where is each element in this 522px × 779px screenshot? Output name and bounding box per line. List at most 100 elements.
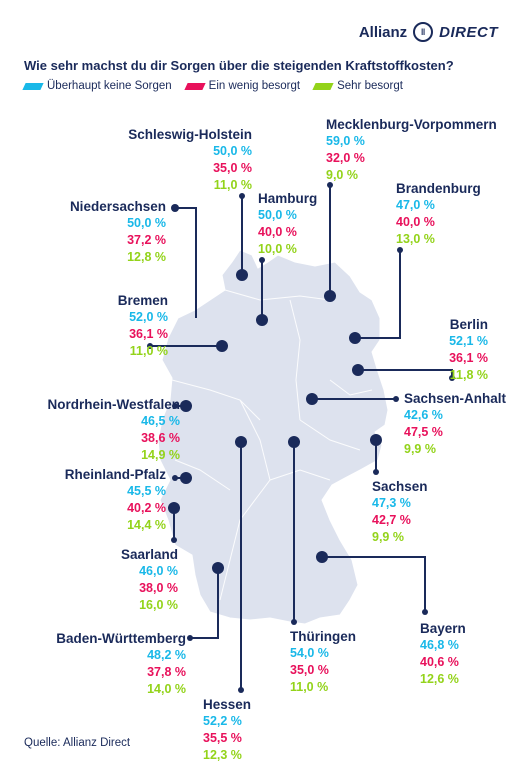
value-no-worries: 50,0 % [258,208,297,222]
state-hamburg: Hamburg 50,0 % 40,0 % 10,0 % [258,190,317,258]
value-very-worried: 14,4 % [127,518,166,532]
value-very-worried: 9,9 % [404,442,436,456]
marker-bayern [316,551,328,563]
legend-label: Sehr besorgt [337,80,403,92]
value-slightly-worried: 36,1 % [449,351,488,365]
legend-item: Ein wenig besorgt [184,80,301,92]
state-name: Hessen [203,697,252,712]
value-very-worried: 11,0 % [129,344,168,358]
marker-sachsen [370,434,382,446]
connector-brandenburg [355,250,401,339]
source-note: Quelle: Allianz Direct [24,737,131,749]
marker-saarland [168,502,180,514]
value-very-worried: 11,8 % [449,368,488,382]
value-no-worries: 45,5 % [127,484,166,498]
value-very-worried: 12,6 % [420,672,459,686]
value-no-worries: 42,6 % [404,408,443,422]
value-no-worries: 47,0 % [396,198,435,212]
state-name: Bayern [420,621,466,636]
value-very-worried: 9,9 % [372,530,404,544]
value-very-worried: 16,0 % [139,598,178,612]
state-name: Thüringen [290,629,356,644]
value-no-worries: 50,0 % [213,144,252,158]
state-name: Baden-Württemberg [56,631,186,646]
legend: Überhaupt keine Sorgen Ein wenig besorgt… [22,80,403,92]
value-no-worries: 54,0 % [290,646,329,660]
state-name: Schleswig-Holstein [128,127,252,142]
state-sachsen-anhalt: Sachsen-Anhalt 42,6 % 47,5 % 9,9 % [404,390,506,458]
value-very-worried: 14,0 % [147,682,186,696]
state-baden-wuerttemberg: Baden-Württemberg 48,2 % 37,8 % 14,0 % [56,630,186,698]
legend-label: Ein wenig besorgt [208,80,301,92]
state-berlin: Berlin 52,1 % 36,1 % 11,8 % [449,316,488,384]
connector-baden-wuerttemberg [190,568,219,639]
value-no-worries: 50,0 % [127,216,166,230]
state-sachsen: Sachsen 47,3 % 42,7 % 9,9 % [372,478,428,546]
marker-mecklenburg-vorpommern [324,290,336,302]
value-very-worried: 14,9 % [141,448,180,462]
marker-thueringen [288,436,300,448]
state-mecklenburg-vorpommern: Mecklenburg-Vorpommern 59,0 % 32,0 % 9,0… [326,116,497,184]
value-very-worried: 12,3 % [203,748,242,762]
value-slightly-worried: 38,0 % [139,581,178,595]
state-hessen: Hessen 52,2 % 35,5 % 12,3 % [203,696,251,764]
legend-swatch [184,82,206,90]
value-very-worried: 13,0 % [396,232,435,246]
marker-bremen [216,340,228,352]
value-slightly-worried: 35,5 % [203,731,242,745]
value-slightly-worried: 40,2 % [127,501,166,515]
state-name: Sachsen-Anhalt [404,391,507,406]
legend-swatch [22,82,44,90]
state-name: Hamburg [258,191,318,206]
state-brandenburg: Brandenburg 47,0 % 40,0 % 13,0 % [396,180,481,248]
state-name: Sachsen [372,479,428,494]
legend-label: Überhaupt keine Sorgen [47,80,172,92]
state-nordrhein-westfalen: Nordrhein-Westfalen 46,5 % 38,6 % 14,9 % [47,396,180,464]
marker-sachsen-anhalt [306,393,318,405]
legend-item: Überhaupt keine Sorgen [22,80,172,92]
chart-title: Wie sehr machst du dir Sorgen über die s… [24,58,454,73]
value-very-worried: 10,0 % [258,242,297,256]
state-name: Niedersachsen [69,199,166,214]
state-bremen: Bremen 52,0 % 36,1 % 11,0 % [118,292,168,360]
state-rheinland-pfalz: Rheinland-Pfalz 45,5 % 40,2 % 14,4 % [65,466,166,534]
value-slightly-worried: 47,5 % [404,425,443,439]
value-slightly-worried: 40,0 % [396,215,435,229]
state-name: Rheinland-Pfalz [64,467,166,482]
value-slightly-worried: 35,0 % [213,161,252,175]
state-saarland: Saarland 46,0 % 38,0 % 16,0 % [121,546,178,614]
value-slightly-worried: 37,2 % [127,233,166,247]
value-slightly-worried: 40,0 % [258,225,297,239]
brand-product: DIRECT [439,23,498,41]
brand-logo: Allianz ‖ DIRECT [359,22,498,42]
state-name: Saarland [120,547,178,562]
marker-brandenburg [349,332,361,344]
value-very-worried: 9,0 % [326,168,358,182]
value-slightly-worried: 42,7 % [372,513,411,527]
marker-hamburg [256,314,268,326]
state-name: Bremen [117,293,168,308]
value-slightly-worried: 35,0 % [290,663,329,677]
allianz-eagle-icon: ‖ [413,22,434,42]
state-bayern: Bayern 46,8 % 40,6 % 12,6 % [420,620,466,688]
value-no-worries: 46,5 % [141,414,180,428]
state-schleswig-holstein: Schleswig-Holstein 50,0 % 35,0 % 11,0 % [128,126,252,194]
value-very-worried: 11,0 % [290,680,329,694]
marker-hessen [235,436,247,448]
value-slightly-worried: 38,6 % [141,431,180,445]
value-no-worries: 46,8 % [420,638,459,652]
state-name: Brandenburg [396,181,481,196]
legend-item: Sehr besorgt [312,80,403,92]
state-name: Nordrhein-Westfalen [47,397,180,412]
state-name: Mecklenburg-Vorpommern [326,117,497,132]
value-no-worries: 59,0 % [326,134,365,148]
connector-bayern [322,556,426,612]
value-no-worries: 46,0 % [139,564,178,578]
value-no-worries: 52,1 % [449,334,488,348]
value-slightly-worried: 37,8 % [147,665,186,679]
value-very-worried: 12,8 % [127,250,166,264]
marker-baden-wuerttemberg [212,562,224,574]
marker-schleswig-holstein [236,269,248,281]
marker-nordrhein-westfalen [180,400,192,412]
